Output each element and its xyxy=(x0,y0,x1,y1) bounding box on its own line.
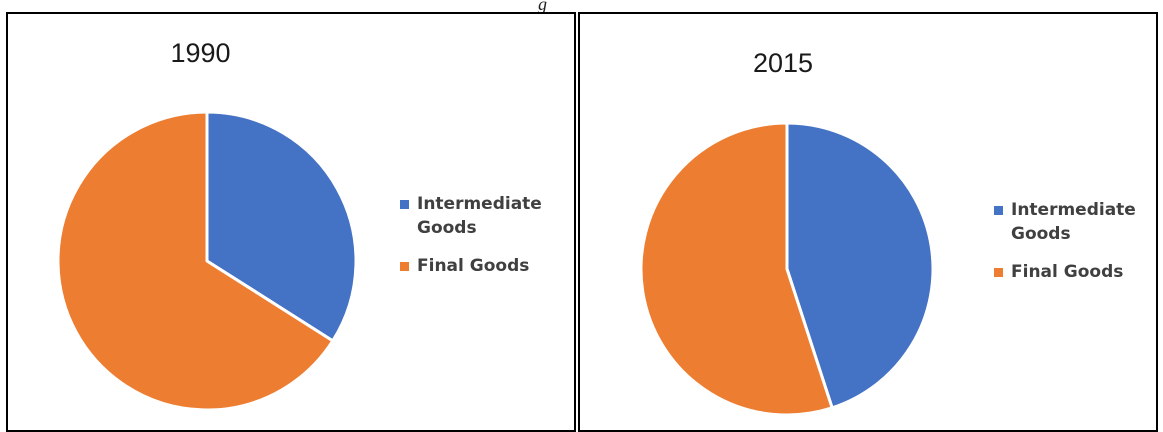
legend-item-final-goods: Final Goods xyxy=(994,260,1163,284)
legend-label: Intermediate Goods xyxy=(1011,200,1136,244)
legend-item-final-goods: Final Goods xyxy=(400,254,577,278)
chart-title: 2015 xyxy=(752,48,814,78)
pie-slice-intermediate-goods xyxy=(785,121,935,410)
pie-slice-final-goods xyxy=(56,110,335,412)
pie-chart-2015 xyxy=(639,121,935,417)
chart-panel-2015: 2015 Intermediate Goods Final Goods xyxy=(578,12,1158,432)
pie-chart-1990 xyxy=(56,110,358,412)
legend-label: Intermediate Goods xyxy=(417,194,542,238)
legend-item-intermediate-goods: Intermediate Goods xyxy=(994,198,1163,246)
legend: Intermediate Goods Final Goods xyxy=(400,192,577,292)
legend-label: Final Goods xyxy=(1011,262,1124,282)
legend-item-intermediate-goods: Intermediate Goods xyxy=(400,192,577,240)
chart-title: 1990 xyxy=(170,38,231,68)
legend-swatch-intermediate xyxy=(400,200,409,209)
legend: Intermediate Goods Final Goods xyxy=(994,198,1163,298)
legend-swatch-final xyxy=(400,262,409,271)
caption-fragment: g xyxy=(538,0,547,14)
legend-label: Final Goods xyxy=(417,256,530,276)
pie-slice-final-goods xyxy=(639,121,834,417)
legend-swatch-final xyxy=(994,268,1003,277)
chart-panel-1990: 1990 Intermediate Goods Final Goods xyxy=(6,12,576,432)
legend-swatch-intermediate xyxy=(994,206,1003,215)
